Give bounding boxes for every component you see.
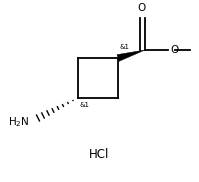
Polygon shape	[117, 50, 145, 61]
Text: O: O	[138, 3, 146, 13]
Text: &1: &1	[80, 102, 90, 108]
Text: HCl: HCl	[89, 149, 109, 161]
Text: O: O	[170, 45, 178, 55]
Text: H$_2$N: H$_2$N	[8, 115, 30, 129]
Text: &1: &1	[120, 44, 130, 50]
